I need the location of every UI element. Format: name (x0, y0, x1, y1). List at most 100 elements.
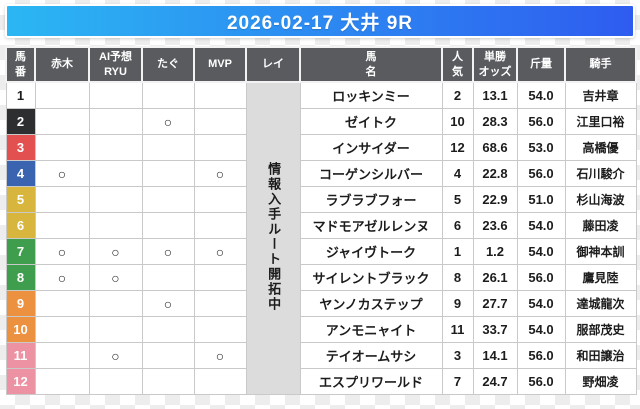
ninki-cell: 10 (441, 108, 474, 135)
mark-cell-mvp (193, 264, 247, 291)
mark-cell-tagu (141, 368, 195, 395)
mark-cell-mvp (193, 186, 247, 213)
jockey-cell: 御神本訓 (564, 238, 637, 265)
mark-cell-tagu (141, 81, 195, 109)
table-row: 11 ○ ○ テイオームサシ 3 14.1 56.0 和田譲治 (5, 342, 637, 369)
table-row: 4 ○ ○ コーゲンシルバー 4 22.8 56.0 石川駿介 (5, 160, 637, 187)
col-header-kishu: 騎手 (564, 46, 637, 83)
horse-number-cell: 2 (5, 108, 36, 135)
horse-number-cell: 10 (5, 316, 36, 343)
odds-cell: 13.1 (472, 81, 518, 109)
jockey-cell: 服部茂史 (564, 316, 637, 343)
table-row: 6 マドモアゼルレンヌ 6 23.6 54.0 藤田凌 (5, 212, 637, 239)
horse-name-cell: コーゲンシルバー (299, 160, 443, 187)
mark-cell-ai-ryu (88, 290, 143, 317)
rei-column-note-cell: 情報入手ルート開拓中 (245, 81, 301, 395)
kinryo-cell: 56.0 (516, 368, 566, 395)
col-header-ai-ryu: AI予想 RYU (88, 46, 143, 83)
jockey-cell: 高橋優 (564, 134, 637, 161)
mark-cell-tagu (141, 134, 195, 161)
odds-cell: 68.6 (472, 134, 518, 161)
horse-name-cell: マドモアゼルレンヌ (299, 212, 443, 239)
rei-note-vertical-text: 情報入手ルート開拓中 (266, 162, 282, 312)
horse-name-cell: アンモニャイト (299, 316, 443, 343)
jockey-cell: 江里口裕 (564, 108, 637, 135)
race-title: 2026-02-17 大井 9R (226, 12, 414, 34)
kinryo-cell: 56.0 (516, 342, 566, 369)
odds-cell: 22.8 (472, 160, 518, 187)
mark-cell-ai-ryu (88, 316, 143, 343)
horse-name-cell: ジャイヴトーク (299, 238, 443, 265)
odds-cell: 22.9 (472, 186, 518, 213)
mark-cell-ai-ryu (88, 134, 143, 161)
odds-cell: 14.1 (472, 342, 518, 369)
mark-cell-tagu (141, 264, 195, 291)
horse-name-cell: サイレントブラック (299, 264, 443, 291)
horse-number-cell: 4 (5, 160, 36, 187)
horse-name-cell: ロッキンミー (299, 81, 443, 109)
odds-cell: 24.7 (472, 368, 518, 395)
horse-name-cell: ヤンノカステップ (299, 290, 443, 317)
ninki-cell: 2 (441, 81, 474, 109)
mark-cell-akagi: ○ (34, 238, 90, 265)
mark-cell-akagi: ○ (34, 160, 90, 187)
horse-number-cell: 7 (5, 238, 36, 265)
kinryo-cell: 54.0 (516, 238, 566, 265)
mark-cell-akagi (34, 108, 90, 135)
ninki-cell: 12 (441, 134, 474, 161)
horse-number-cell: 5 (5, 186, 36, 213)
col-header-tansho-odds: 単勝 オッズ (472, 46, 518, 83)
jockey-cell: 和田譲治 (564, 342, 637, 369)
kinryo-cell: 56.0 (516, 264, 566, 291)
col-header-horse-name: 馬 名 (299, 46, 443, 83)
mark-cell-mvp (193, 316, 247, 343)
mark-cell-ai-ryu: ○ (88, 264, 143, 291)
kinryo-cell: 56.0 (516, 160, 566, 187)
mark-cell-akagi (34, 186, 90, 213)
table-row: 3 インサイダー 12 68.6 53.0 高橋優 (5, 134, 637, 161)
mark-cell-ai-ryu (88, 160, 143, 187)
table-row: 9 ○ ヤンノカステップ 9 27.7 54.0 達城龍次 (5, 290, 637, 317)
mark-cell-akagi (34, 342, 90, 369)
mark-cell-ai-ryu (88, 212, 143, 239)
mark-cell-tagu (141, 316, 195, 343)
mark-cell-ai-ryu (88, 186, 143, 213)
col-header-umaban: 馬 番 (5, 46, 36, 83)
mark-cell-tagu (141, 212, 195, 239)
jockey-cell: 達城龍次 (564, 290, 637, 317)
mark-cell-mvp (193, 368, 247, 395)
jockey-cell: 野畑凌 (564, 368, 637, 395)
horse-number-cell: 12 (5, 368, 36, 395)
table-row: 8 ○ ○ サイレントブラック 8 26.1 56.0 鷹見陸 (5, 264, 637, 291)
table-row: 7 ○ ○ ○ ○ ジャイヴトーク 1 1.2 54.0 御神本訓 (5, 238, 637, 265)
ninki-cell: 1 (441, 238, 474, 265)
jockey-cell: 石川駿介 (564, 160, 637, 187)
horse-number-cell: 6 (5, 212, 36, 239)
ninki-cell: 6 (441, 212, 474, 239)
kinryo-cell: 56.0 (516, 108, 566, 135)
horse-number-cell: 3 (5, 134, 36, 161)
mark-cell-mvp: ○ (193, 342, 247, 369)
mark-cell-mvp (193, 290, 247, 317)
mark-cell-mvp: ○ (193, 160, 247, 187)
mark-cell-ai-ryu: ○ (88, 342, 143, 369)
col-header-ninki: 人 気 (441, 46, 474, 83)
ninki-cell: 5 (441, 186, 474, 213)
kinryo-cell: 53.0 (516, 134, 566, 161)
odds-cell: 23.6 (472, 212, 518, 239)
ninki-cell: 8 (441, 264, 474, 291)
horse-number-cell: 1 (5, 81, 36, 109)
mark-cell-mvp (193, 134, 247, 161)
odds-cell: 33.7 (472, 316, 518, 343)
mark-cell-ai-ryu (88, 81, 143, 109)
mark-cell-ai-ryu (88, 108, 143, 135)
col-header-tagu: たぐ (141, 46, 195, 83)
table-body: 1 情報入手ルート開拓中 ロッキンミー 2 13.1 54.0 吉井章 2 ○ ゼ… (5, 81, 637, 395)
kinryo-cell: 54.0 (516, 212, 566, 239)
odds-cell: 28.3 (472, 108, 518, 135)
jockey-cell: 杉山海波 (564, 186, 637, 213)
mark-cell-ai-ryu: ○ (88, 238, 143, 265)
mark-cell-akagi (34, 316, 90, 343)
mark-cell-mvp: ○ (193, 238, 247, 265)
table-row: 2 ○ ゼイトク 10 28.3 56.0 江里口裕 (5, 108, 637, 135)
